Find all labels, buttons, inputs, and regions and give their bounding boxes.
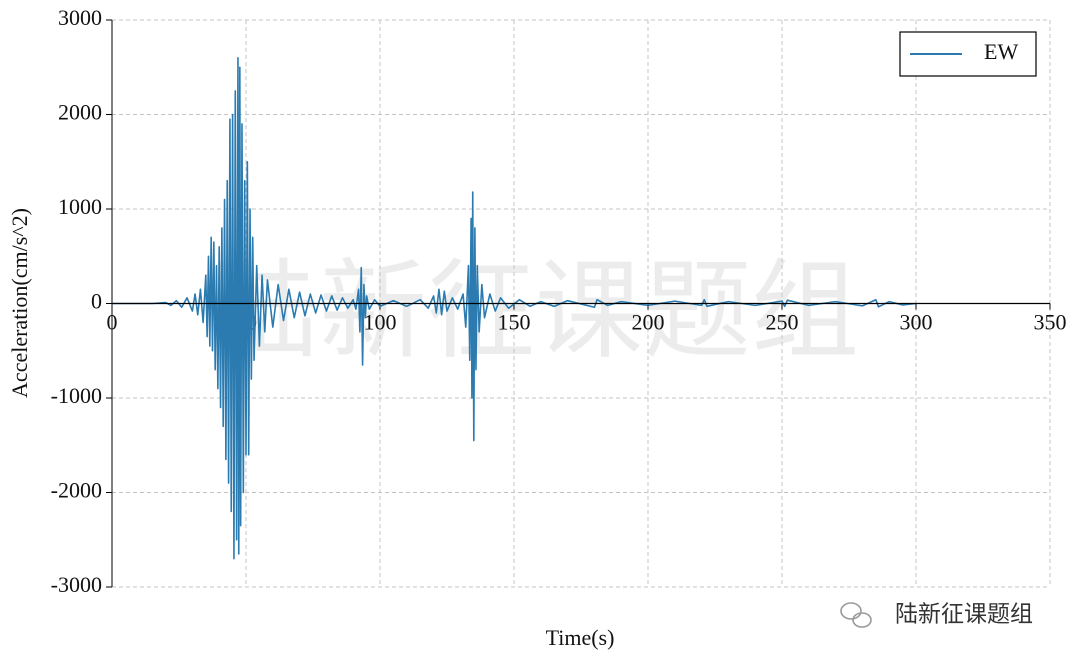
y-axis-label: Acceleration(cm/s^2) (7, 208, 32, 398)
x-tick-label: 350 (1034, 310, 1067, 335)
x-axis-label: Time(s) (546, 625, 615, 650)
y-tick-label: 1000 (58, 194, 102, 219)
x-tick-label: 200 (632, 310, 665, 335)
y-tick-label: 3000 (58, 5, 102, 30)
legend-label: EW (984, 39, 1018, 64)
y-tick-label: -1000 (51, 383, 102, 408)
credit-icon (840, 602, 872, 628)
watermark: 陆新征课题组 (211, 249, 859, 374)
x-tick-label: 300 (900, 310, 933, 335)
y-tick-label: -2000 (51, 478, 102, 503)
y-tick-label: 0 (91, 289, 102, 314)
x-tick-label: 250 (766, 310, 799, 335)
data-line (112, 57, 917, 560)
credit: 陆新征课题组 (895, 602, 1033, 628)
y-tick-label: -3000 (51, 572, 102, 597)
y-tick-label: 2000 (58, 100, 102, 125)
x-tick-label: 100 (364, 310, 397, 335)
x-tick-label: 150 (498, 310, 531, 335)
